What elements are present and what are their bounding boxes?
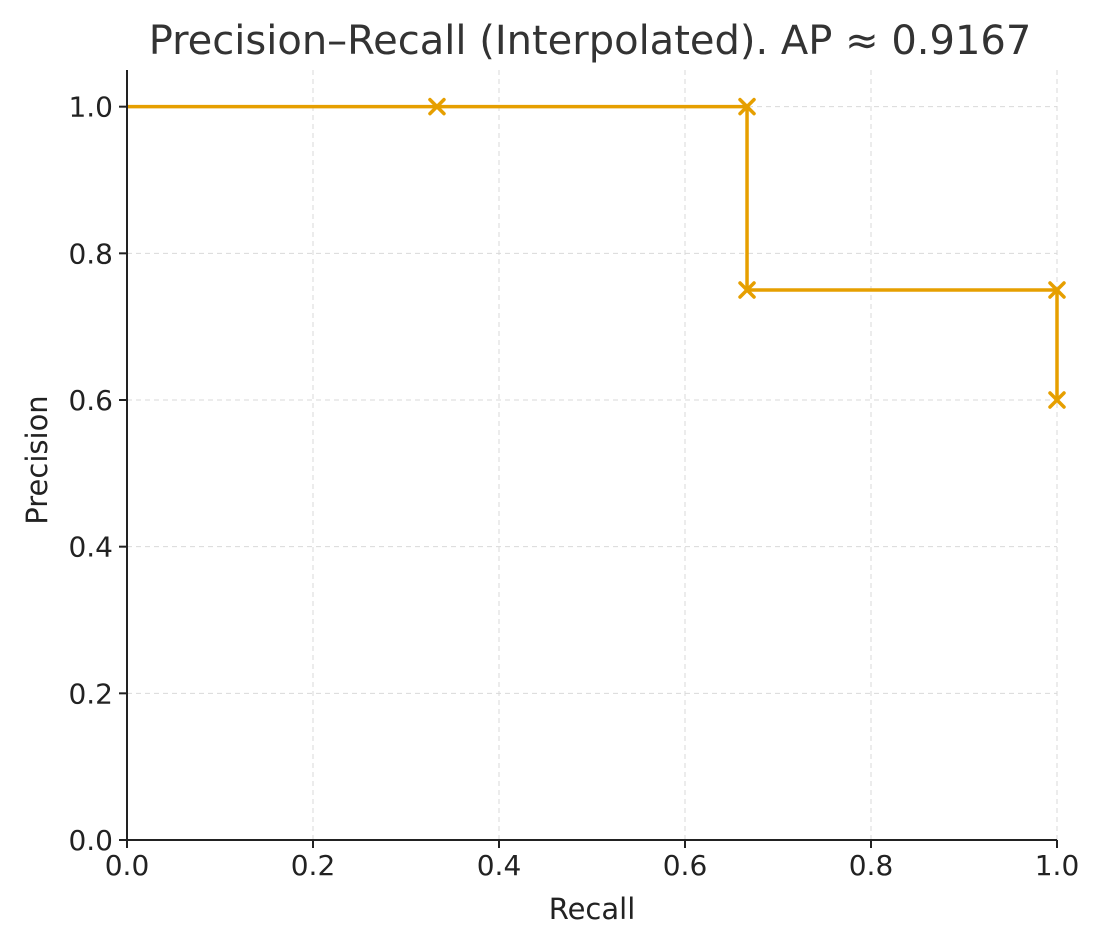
pr-step-line — [127, 104, 1059, 400]
y-axis-label: Precision — [20, 395, 54, 524]
pr-point-marker — [738, 281, 756, 299]
x-axis-label: Recall — [549, 892, 636, 926]
pr-point-marker — [1048, 281, 1066, 299]
x-tick-label: 1.0 — [1035, 849, 1080, 882]
y-tick-label: 0.0 — [68, 824, 113, 857]
y-tick-label: 1.0 — [68, 91, 113, 124]
x-tick-label: 0.0 — [105, 849, 150, 882]
axes — [126, 70, 1057, 841]
y-ticks: 0.0 0.2 0.4 0.6 0.8 1.0 — [68, 91, 127, 857]
grid — [127, 70, 1058, 840]
y-tick-label: 0.2 — [68, 677, 113, 710]
x-ticks: 0.0 0.2 0.4 0.6 0.8 1.0 — [105, 840, 1080, 882]
x-tick-label: 0.8 — [849, 849, 894, 882]
y-tick-label: 0.4 — [68, 531, 113, 564]
x-tick-label: 0.2 — [291, 849, 336, 882]
chart-title: Precision–Recall (Interpolated). AP ≈ 0.… — [149, 18, 1032, 64]
y-tick-label: 0.8 — [68, 237, 113, 270]
x-tick-label: 0.6 — [663, 849, 708, 882]
pr-point-marker — [738, 97, 756, 116]
pr-point-marker — [1048, 391, 1066, 409]
x-tick-label: 0.4 — [477, 849, 522, 882]
pr-point-marker — [428, 97, 446, 116]
pr-series — [127, 97, 1066, 409]
y-tick-label: 0.6 — [68, 384, 113, 417]
